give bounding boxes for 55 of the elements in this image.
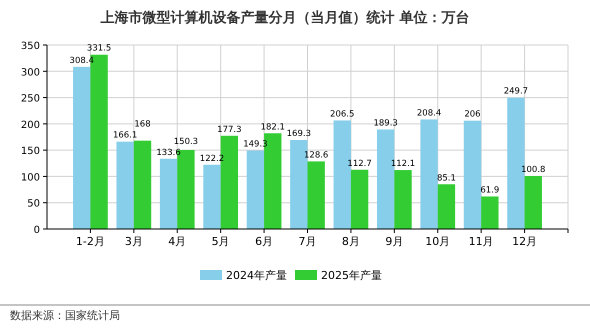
bar <box>481 196 499 229</box>
data-label: 61.9 <box>480 185 500 196</box>
x-tick-label: 8月 <box>342 235 360 248</box>
bar <box>246 150 264 229</box>
bar <box>524 176 542 229</box>
data-label: 128.6 <box>304 150 328 160</box>
y-tick-label: 300 <box>20 67 40 78</box>
x-tick-label: 1-2月 <box>76 235 105 248</box>
data-label: 150.3 <box>174 136 198 147</box>
legend-label: 2025年产量 <box>321 269 382 282</box>
x-tick-label: 6月 <box>255 235 274 248</box>
y-tick-label: 250 <box>20 94 40 105</box>
y-tick-label: 100 <box>20 172 40 184</box>
data-label: 177.3 <box>217 124 242 135</box>
bar <box>464 120 482 229</box>
y-tick-label: 50 <box>27 198 40 210</box>
bar <box>350 170 368 229</box>
bar <box>308 161 325 229</box>
x-tick-label: 10月 <box>425 235 450 248</box>
y-tick-label: 0 <box>34 225 40 236</box>
data-label: 182.1 <box>260 122 285 132</box>
bar <box>394 170 412 229</box>
data-label: 169.3 <box>286 128 311 139</box>
x-tick-label: 12月 <box>512 235 538 248</box>
y-tick-label: 350 <box>20 41 40 52</box>
x-tick-label: 4月 <box>168 235 186 248</box>
x-tick-label: 3月 <box>124 235 143 248</box>
data-label: 166.1 <box>112 130 138 141</box>
bar <box>420 119 438 229</box>
data-label: 100.8 <box>521 165 546 176</box>
data-label: 85.1 <box>436 173 456 184</box>
x-tick-label: 7月 <box>298 235 316 248</box>
data-label: 208.4 <box>416 108 442 118</box>
data-label: 206 <box>464 110 481 120</box>
data-label: 206.5 <box>330 109 354 120</box>
data-label: 331.5 <box>86 44 112 54</box>
legend-label: 2024年产量 <box>226 269 287 282</box>
bar <box>116 142 134 229</box>
data-label: 189.3 <box>373 118 398 128</box>
bar <box>160 158 178 229</box>
x-tick-label: 9月 <box>385 235 404 248</box>
bar <box>203 164 221 229</box>
source-note: 数据来源：国家统计局 <box>10 309 120 322</box>
data-label: 168 <box>134 120 151 130</box>
x-tick-label: 11月 <box>468 235 494 248</box>
bar <box>134 140 152 229</box>
data-label: 112.1 <box>390 159 416 170</box>
chart-title: 上海市微型计算机设备产量分月（当月值）统计 单位：万台 <box>100 9 470 26</box>
bar <box>73 66 90 229</box>
data-label: 112.7 <box>347 158 372 169</box>
x-tick-label: 5月 <box>212 235 230 248</box>
y-tick-label: 150 <box>20 146 40 158</box>
y-tick-label: 200 <box>20 120 40 131</box>
bar <box>438 184 456 229</box>
data-label: 249.7 <box>504 86 528 97</box>
